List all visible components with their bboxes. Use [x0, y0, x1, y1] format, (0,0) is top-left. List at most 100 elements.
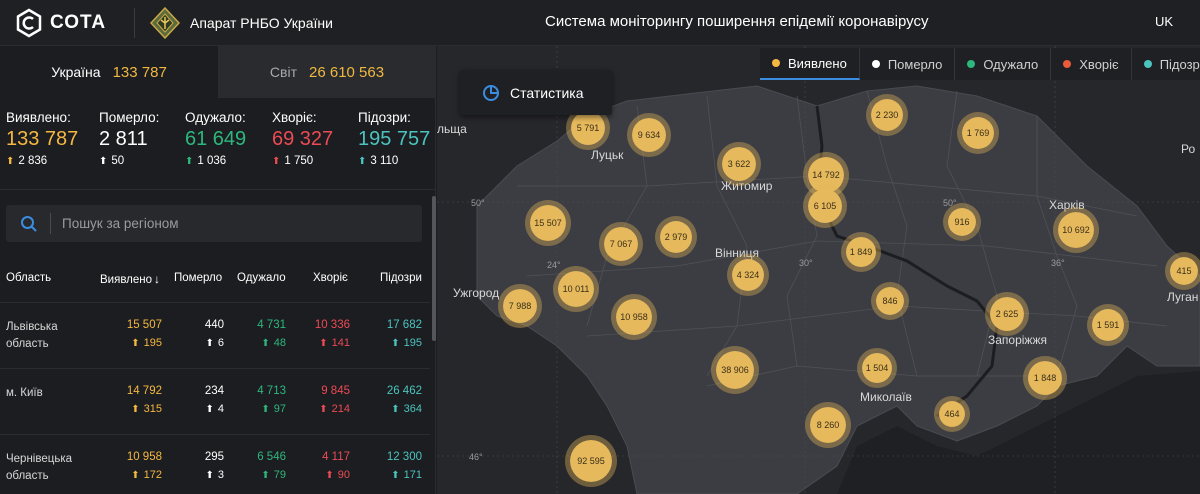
map-bubble[interactable]: 464 [934, 396, 970, 432]
map-bubble[interactable]: 38 906 [711, 346, 759, 394]
legend-label: Хворіє [1079, 56, 1119, 72]
rnbo-link[interactable]: Апарат РНБО України [150, 7, 333, 39]
system-title: Система моніторингу поширення епідемії к… [545, 13, 929, 30]
up-arrow-icon: ⬆ [272, 155, 281, 167]
stat-delta-value: 1 750 [284, 155, 314, 167]
search-input[interactable] [62, 205, 402, 242]
lat-label: 46° [469, 452, 483, 462]
up-arrow-icon: ⬆ [319, 337, 328, 349]
logo-text: СОТА [50, 12, 107, 33]
map-bubble[interactable]: 92 595 [565, 435, 617, 487]
stat-detected: Виявлено: 133 787 ⬆ 2 836 [6, 110, 78, 167]
row-region: м. Київ [6, 387, 43, 399]
map-bubble[interactable]: 846 [871, 282, 909, 320]
map-bubble[interactable]: 2 979 [655, 216, 697, 258]
col-died[interactable]: Померло [174, 272, 223, 284]
city-label: Луган [1167, 290, 1199, 304]
table-row[interactable]: Львівська область 15 507 ⬆ 195 440 ⬆ 6 4 7… [0, 302, 430, 368]
legend-dot-icon [1063, 60, 1072, 68]
row-died-delta: ⬆ 3 [205, 469, 224, 481]
map-bubble[interactable]: 10 958 [611, 294, 657, 340]
map-bubble[interactable]: 1 849 [841, 232, 881, 272]
legend-died[interactable]: Померло [860, 48, 956, 80]
map-bubble[interactable]: 1 591 [1087, 304, 1129, 346]
stat-recovered: Одужало: 61 649 ⬆ 1 036 [185, 110, 246, 167]
up-arrow-icon: ⬆ [325, 469, 334, 481]
row-suspected-delta: ⬆ 171 [391, 469, 422, 481]
up-arrow-icon: ⬆ [205, 469, 214, 481]
stat-delta-value: 2 836 [18, 155, 48, 167]
map-bubble[interactable]: 8 260 [805, 402, 851, 448]
statistics-button[interactable]: Статистика [460, 70, 612, 115]
legend-recovered[interactable]: Одужало [955, 48, 1052, 80]
up-arrow-icon: ⬆ [185, 155, 194, 167]
row-suspected: 17 682 [386, 319, 422, 331]
stat-died: Померло: 2 811 ⬆ 50 [99, 110, 159, 167]
legend-label: Померло [887, 56, 943, 72]
map-bubble[interactable]: 4 324 [727, 254, 769, 296]
row-died-delta: ⬆ 6 [205, 337, 224, 349]
panel-scrollbar[interactable] [432, 196, 436, 341]
up-arrow-icon: ⬆ [131, 337, 140, 349]
map-bubble[interactable]: 7 988 [498, 284, 542, 328]
row-recovered-delta: ⬆ 48 [261, 337, 286, 349]
stat-delta: ⬆ 50 [99, 155, 159, 167]
region-search[interactable] [6, 205, 422, 242]
col-recovered[interactable]: Одужало [237, 272, 286, 284]
map-bubble[interactable]: 7 067 [599, 222, 643, 266]
city-label: Луцьк [591, 148, 624, 162]
table-row[interactable]: м. Київ 14 792 ⬆ 315 234 ⬆ 4 4 713 ⬆ 97 9 8… [0, 368, 430, 434]
map-bubble[interactable]: 6 105 [803, 184, 847, 228]
lon-label: 30° [799, 258, 813, 268]
delta-value: 6 [217, 337, 224, 349]
row-recovered-delta: ⬆ 79 [261, 469, 286, 481]
row-died: 295 [204, 451, 224, 463]
city-label: Ужгород [453, 286, 500, 300]
up-arrow-icon: ⬆ [261, 337, 270, 349]
map-bubble[interactable]: 9 634 [627, 113, 671, 157]
scope-tabs: Україна 133 787 Світ 26 610 563 [0, 46, 436, 98]
tab-ukraine-label: Україна [51, 64, 101, 80]
map-bubble[interactable]: 3 622 [717, 142, 761, 186]
col-region[interactable]: Область [6, 272, 52, 284]
map-bubble[interactable]: 2 625 [985, 292, 1029, 336]
sota-logo[interactable]: СОТА [14, 8, 106, 38]
map-bubble[interactable]: 1 848 [1023, 356, 1067, 400]
map-bubble[interactable]: 15 507 [525, 200, 571, 246]
tab-ukraine[interactable]: Україна 133 787 [0, 46, 218, 98]
top-bar: СОТА Апарат РНБО України Система монітор… [0, 0, 1200, 46]
stat-delta-value: 50 [111, 155, 125, 167]
map-bubble[interactable]: 10 692 [1053, 207, 1099, 253]
lat-label: 50° [943, 198, 957, 208]
up-arrow-icon: ⬆ [261, 469, 270, 481]
row-sick-delta: ⬆ 90 [325, 469, 350, 481]
map-bubble[interactable]: 1 504 [857, 348, 897, 388]
map-bubble[interactable]: 916 [943, 203, 981, 241]
map-bubble[interactable]: 10 011 [553, 266, 599, 312]
map-legend: Виявлено Померло Одужало Хворіє Підозри [760, 48, 1200, 80]
row-died: 440 [204, 319, 224, 331]
tab-world[interactable]: Світ 26 610 563 [218, 46, 436, 98]
map-bubble[interactable]: 415 [1165, 252, 1200, 290]
delta-value: 214 [331, 403, 350, 415]
language-switch[interactable]: UK [1155, 14, 1174, 29]
table-row[interactable]: Чернівецька область 10 958 ⬆ 172 295 ⬆ 3 6… [0, 434, 430, 494]
sort-arrow-icon: ↓ [154, 272, 161, 286]
up-arrow-icon: ⬆ [391, 403, 400, 415]
row-sick-delta: ⬆ 141 [319, 337, 350, 349]
col-detected[interactable]: Виявлено ↓ [100, 272, 160, 286]
map-bubble[interactable]: 2 230 [866, 94, 908, 136]
map-bubble[interactable]: 1 769 [957, 112, 999, 154]
stat-suspected: Підозри: 195 757 ⬆ 3 110 [358, 110, 430, 167]
tab-world-value: 26 610 563 [309, 63, 385, 81]
col-sick[interactable]: Хворіє [313, 272, 348, 284]
col-suspected[interactable]: Підозри [380, 272, 422, 284]
legend-detected[interactable]: Виявлено [760, 48, 860, 80]
legend-suspected[interactable]: Підозри [1132, 48, 1200, 80]
map-background [437, 46, 1200, 494]
lat-label: 50° [471, 198, 485, 208]
legend-sick[interactable]: Хворіє [1051, 48, 1132, 80]
emblem-icon [150, 7, 180, 39]
map-canvas[interactable]: 50° 50° 24° 30° 36° 46° Луцьк Житомир Ві… [437, 46, 1200, 494]
row-recovered-delta: ⬆ 97 [261, 403, 286, 415]
